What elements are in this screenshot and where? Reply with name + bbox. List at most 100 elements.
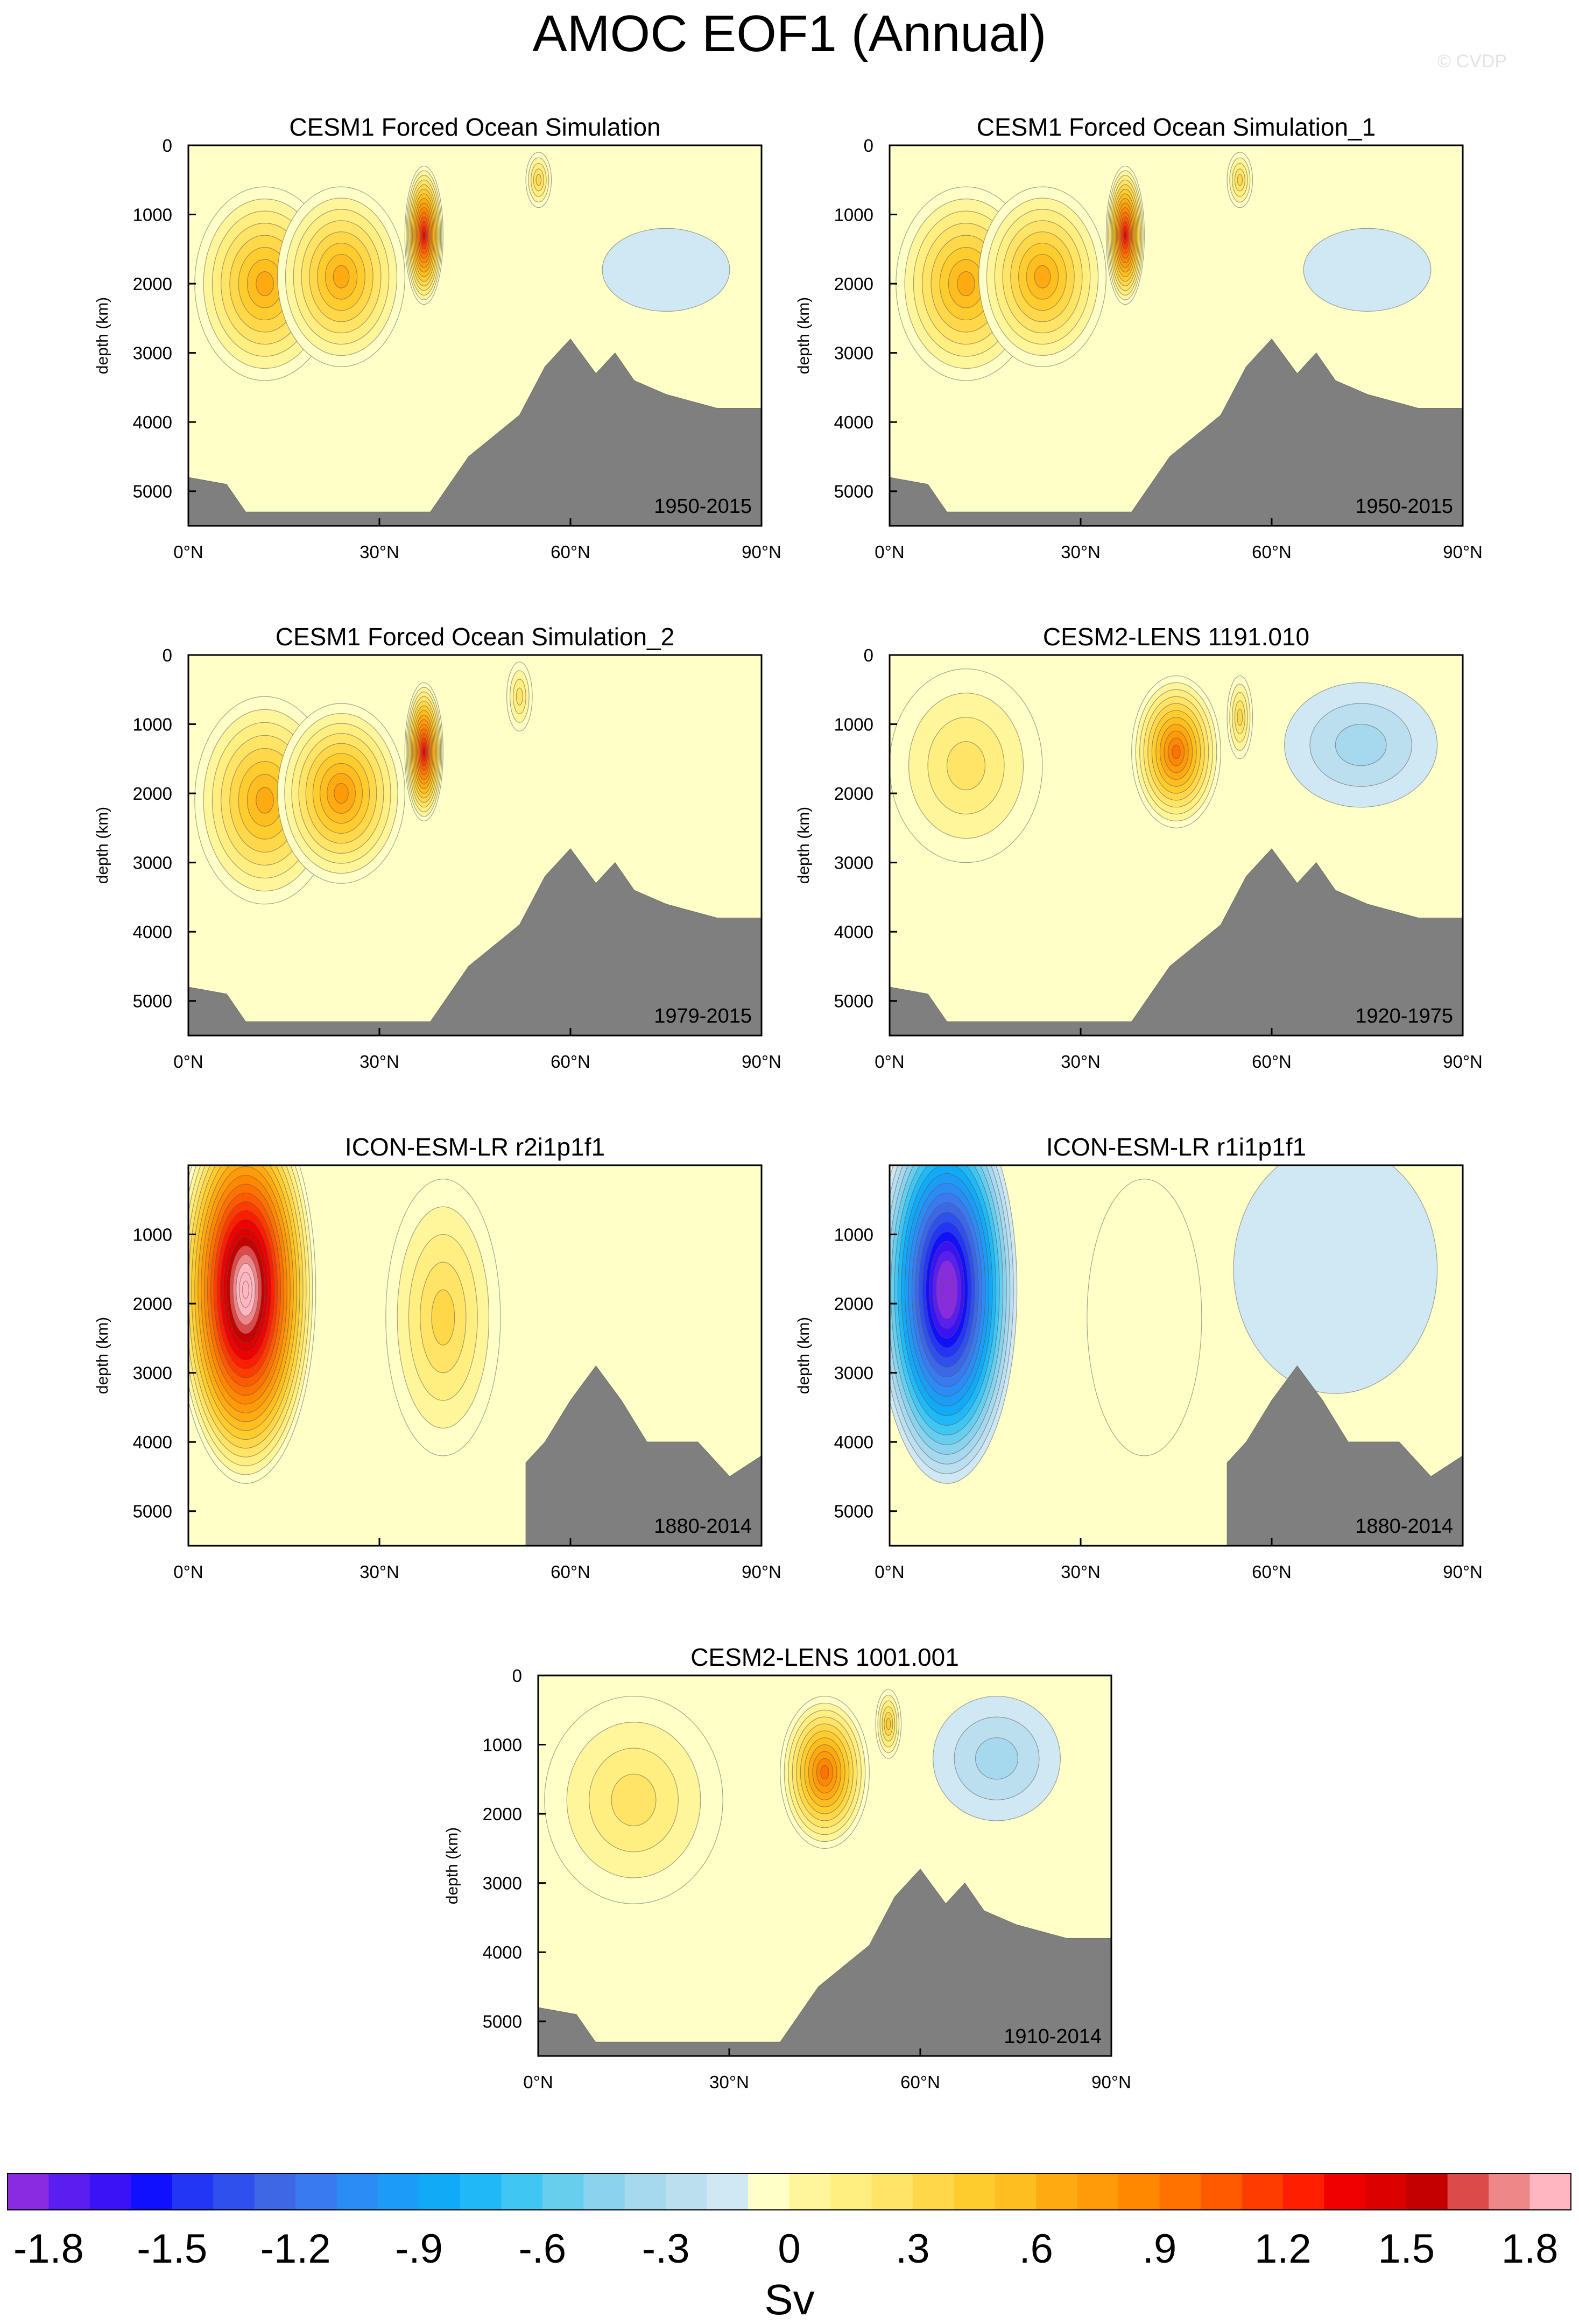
- colorbar-label: 0: [778, 2226, 800, 2272]
- contour-field: [538, 1689, 1111, 2056]
- colorbar-label: 1.2: [1254, 2226, 1312, 2272]
- colorbar-label: -1.5: [137, 2226, 207, 2272]
- colorbar-swatch: [748, 2173, 790, 2210]
- contour-level: [602, 228, 730, 312]
- bathymetry: [538, 1869, 1111, 2056]
- colorbar-swatch: [89, 2173, 131, 2210]
- colorbar-swatch: [789, 2173, 831, 2210]
- y-tick-label: 0: [864, 645, 873, 665]
- panel-title: CESM2-LENS 1001.001: [690, 1643, 959, 1671]
- x-tick-label: 0°N: [173, 1052, 203, 1072]
- y-tick-label: 3000: [133, 343, 172, 363]
- y-tick-label: 3000: [133, 853, 172, 873]
- colorbar-swatch: [378, 2173, 419, 2210]
- x-tick-label: 30°N: [1061, 1562, 1101, 1582]
- panel-title: CESM1 Forced Ocean Simulation_2: [276, 623, 674, 651]
- y-tick-label: 3000: [834, 343, 873, 363]
- y-tick-label: 4000: [133, 412, 172, 432]
- y-tick-label: 1000: [133, 1225, 172, 1245]
- colorbar: -1.8 -1.5 -1.2 -.9 -.6 -.3 0 .3 .6 .9 1.2 1.5 1.8: [7, 2173, 1571, 2272]
- colorbar-swatch: [1447, 2173, 1489, 2210]
- y-tick-label: 0: [512, 1666, 522, 1686]
- colorbar-swatch: [501, 2173, 543, 2210]
- y-tick-label: 2000: [133, 274, 172, 294]
- colorbar-swatch: [460, 2173, 502, 2210]
- contour-level: [1123, 230, 1127, 241]
- y-tick-label: 2000: [834, 784, 873, 804]
- x-tick-label: 0°N: [875, 1562, 904, 1582]
- period-label: 1880-2014: [1355, 1515, 1453, 1538]
- y-tick-label: 5000: [133, 1502, 172, 1522]
- period-label: 1920-1975: [1355, 1005, 1453, 1027]
- chart-panel: CESM1 Forced Ocean Simulation_1 1950-2015…: [795, 113, 1483, 562]
- contour-level: [333, 265, 350, 288]
- cvdp-watermark: © CVDP: [1437, 51, 1507, 72]
- contour-level: [242, 1280, 250, 1299]
- colorbar-swatch: [624, 2173, 666, 2210]
- x-tick-label: 90°N: [1091, 2072, 1131, 2092]
- colorbar-swatch: [1529, 2173, 1571, 2210]
- y-tick-label: 0: [163, 136, 172, 156]
- y-tick-label: 2000: [483, 1804, 522, 1824]
- colorbar-swatch: [1159, 2173, 1201, 2210]
- colorbar-swatch: [172, 2173, 214, 2210]
- panel-title: ICON-ESM-LR r1i1p1f1: [1046, 1133, 1306, 1161]
- contour-level: [1172, 744, 1181, 759]
- y-axis-label: depth (km): [443, 1827, 461, 1904]
- y-tick-label: 4000: [133, 1432, 172, 1452]
- colorbar-swatch: [131, 2173, 173, 2210]
- contour-level: [611, 1773, 657, 1827]
- y-tick-label: 4000: [834, 412, 873, 432]
- colorbar-swatch: [830, 2173, 872, 2210]
- chart-panel: CESM2-LENS 1191.010 1920-1975 depth (km) 0 1…: [795, 623, 1483, 1072]
- colorbar-swatch: [871, 2173, 913, 2210]
- y-axis-label: depth (km): [795, 1317, 813, 1394]
- x-tick-label: 60°N: [1252, 1562, 1292, 1582]
- y-tick-label: 5000: [834, 482, 873, 502]
- y-tick-label: 2000: [834, 1294, 873, 1314]
- y-tick-label: 2000: [834, 274, 873, 294]
- x-tick-label: 90°N: [1443, 1562, 1483, 1582]
- x-tick-label: 60°N: [551, 542, 590, 562]
- plot-frame: [889, 144, 1464, 527]
- y-tick-label: 4000: [483, 1942, 522, 1962]
- bathymetry: [890, 848, 1463, 1036]
- colorbar-swatch: [1282, 2173, 1324, 2210]
- plot-frame: [187, 144, 763, 527]
- bathymetry: [188, 1365, 762, 1546]
- colorbar-label: -1.2: [260, 2226, 331, 2272]
- x-tick-label: 90°N: [742, 542, 781, 562]
- contour-field: [188, 152, 762, 526]
- contour-level: [1087, 1179, 1202, 1456]
- figure-title: AMOC EOF1 (Annual): [533, 5, 1047, 62]
- y-tick-label: 1000: [133, 715, 172, 735]
- contour-level: [422, 230, 426, 241]
- x-tick-label: 30°N: [1061, 542, 1101, 562]
- colorbar-swatch: [48, 2173, 90, 2210]
- y-tick-label: 2000: [133, 784, 172, 804]
- colorbar-frame: [7, 2173, 1571, 2210]
- contour-level: [943, 1279, 951, 1300]
- chart-panel: ICON-ESM-LR r2i1p1f1 1880-2014 depth (km) 1…: [94, 1133, 781, 1582]
- x-tick-label: 30°N: [1061, 1052, 1101, 1072]
- contour-level: [431, 1289, 455, 1346]
- contour-field: [890, 152, 1463, 526]
- panel-title: CESM2-LENS 1191.010: [1043, 623, 1309, 651]
- panel-title: CESM1 Forced Ocean Simulation_1: [977, 113, 1376, 141]
- y-axis-label: depth (km): [94, 1317, 111, 1394]
- y-tick-label: 5000: [483, 2012, 522, 2032]
- contour-level: [516, 687, 523, 706]
- contour-level: [1303, 228, 1432, 312]
- x-tick-label: 60°N: [551, 1562, 590, 1582]
- period-label: 1910-2014: [1004, 2025, 1102, 2048]
- colorbar-label: 1.8: [1502, 2226, 1559, 2272]
- y-tick-label: 5000: [133, 991, 172, 1011]
- y-tick-label: 3000: [483, 1874, 522, 1893]
- colorbar-swatch: [1077, 2173, 1119, 2210]
- colorbar-label: -.6: [518, 2226, 566, 2272]
- colorbar-swatch: [1118, 2173, 1160, 2210]
- y-tick-label: 0: [163, 645, 172, 665]
- period-label: 1950-2015: [1355, 495, 1453, 518]
